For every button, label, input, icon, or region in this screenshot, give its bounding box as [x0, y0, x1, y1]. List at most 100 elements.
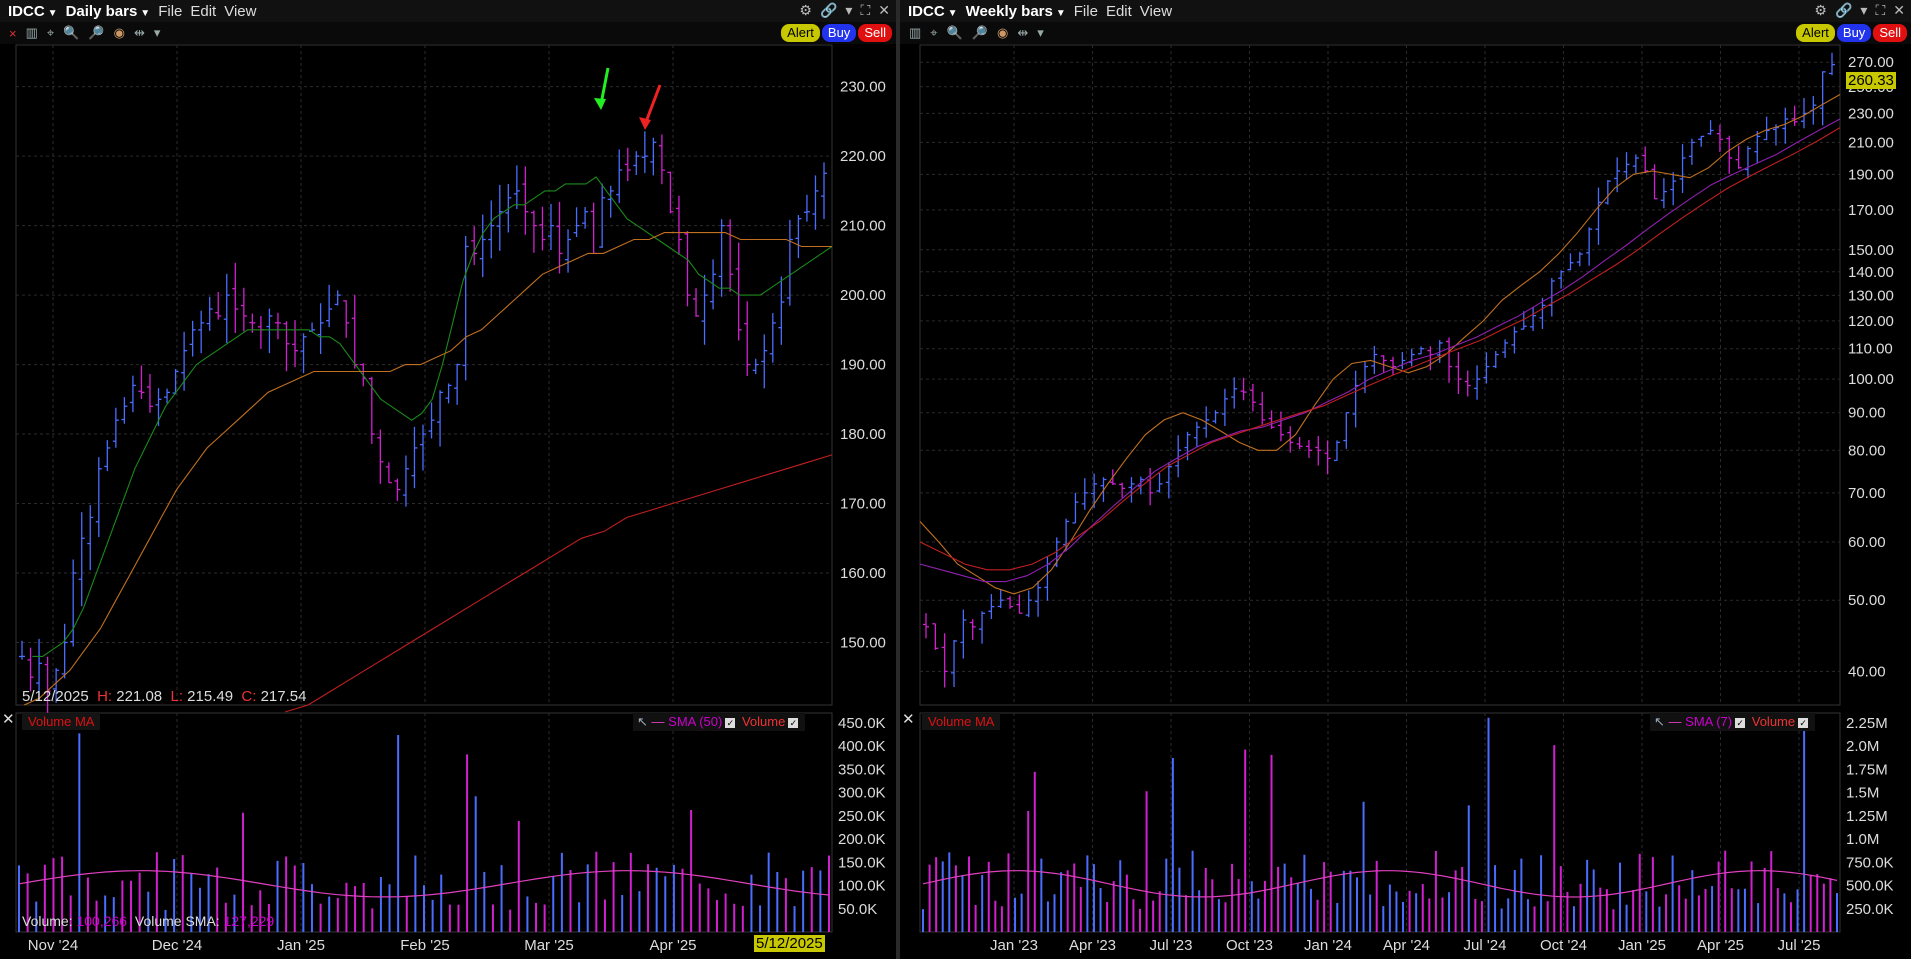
x-tick-label: Apr '25: [1697, 937, 1744, 954]
menu-file[interactable]: File: [1073, 2, 1098, 20]
y-tick-label: 140.00: [1848, 264, 1894, 281]
y-tick-label: 190.00: [840, 357, 886, 374]
alert-button[interactable]: Alert: [1796, 24, 1835, 42]
buy-button[interactable]: Buy: [821, 24, 857, 42]
x-tick-label: Apr '24: [1383, 937, 1430, 954]
volume-tick-label: 450.0K: [838, 715, 886, 732]
crosshair-icon[interactable]: ⌖: [46, 25, 55, 40]
globe-icon[interactable]: ◉: [113, 25, 125, 40]
daily-chart[interactable]: 150.00 160.00 170.00 180.00 190.00 200.00 210.…: [0, 0, 896, 959]
y-tick-label: 220.00: [840, 148, 886, 165]
alert-button[interactable]: Alert: [781, 24, 820, 42]
menu-edit[interactable]: Edit: [1105, 2, 1132, 20]
globe-icon[interactable]: ◉: [997, 25, 1009, 40]
ma-long-line: [919, 127, 1841, 571]
volume-readout: Volume: 100,266 Volume SMA: 127,229: [22, 913, 275, 929]
x-tick-label: Feb '25: [400, 937, 450, 954]
menu-edit[interactable]: Edit: [190, 2, 217, 20]
pointer-icon[interactable]: ↖: [637, 714, 648, 729]
x-tick-label: Dec '24: [152, 937, 202, 954]
more-icon[interactable]: ▾: [153, 25, 161, 40]
zoom-out-icon[interactable]: 🔎: [88, 25, 105, 40]
gear-icon[interactable]: ⚙: [799, 2, 812, 18]
volume-checkbox[interactable]: ✓: [1798, 718, 1809, 728]
daily-chart-panel: IDCC ▼ Daily bars ▼ File Edit View ⚙ 🔗 ▾ ⛶…: [0, 0, 896, 959]
close-icon[interactable]: ×: [9, 25, 17, 41]
volume-tick-label: 100.0K: [838, 878, 886, 895]
x-tick-label: Jan '25: [277, 937, 325, 954]
y-tick-label: 80.00: [1848, 442, 1886, 459]
close-icon[interactable]: ✕: [878, 2, 890, 18]
menu-view[interactable]: View: [1139, 2, 1173, 20]
y-tick-label: 170.00: [1848, 202, 1894, 219]
volume-tick-label: 1.75M: [1846, 761, 1888, 778]
volume-tick-label: 1.5M: [1846, 785, 1879, 802]
maximize-icon[interactable]: ⛶: [860, 2, 871, 18]
more-icon[interactable]: ▾: [1037, 25, 1044, 40]
y-tick-label: 90.00: [1848, 405, 1886, 422]
symbol-selector[interactable]: IDCC ▼: [908, 2, 958, 20]
x-tick-label: Jan '23: [990, 937, 1038, 954]
volume-tick-label: 2.0M: [1846, 738, 1879, 755]
ohlc-readout: 5/12/2025 H: 221.08 L: 215.49 C: 217.54: [22, 688, 307, 705]
chart-toolbar: × ▥ ⌖ 🔍 🔎 ◉ ⇹ ▾: [0, 22, 896, 44]
symbol-selector[interactable]: IDCC ▼: [8, 2, 58, 20]
volume-tick-label: 250.0K: [1846, 901, 1894, 918]
y-tick-label: 120.00: [1848, 313, 1894, 330]
volume-panel-title: Volume MA: [22, 713, 101, 730]
sma-checkbox[interactable]: ✓: [725, 718, 736, 728]
zoom-in-icon[interactable]: 🔍: [946, 25, 963, 40]
bar-chart-icon[interactable]: ▥: [909, 25, 922, 40]
panel-divider[interactable]: [896, 0, 900, 959]
gear-icon[interactable]: ⚙: [1814, 2, 1827, 18]
weekly-chart[interactable]: 40.00 50.00 60.00 70.00 80.00 90.00 100.00 110.…: [900, 0, 1911, 959]
y-tick-label: 180.00: [840, 426, 886, 443]
sell-button[interactable]: Sell: [1873, 24, 1907, 42]
buy-button[interactable]: Buy: [1836, 24, 1872, 42]
link-icon[interactable]: 🔗: [1834, 2, 1853, 18]
bar-chart-icon[interactable]: ▥: [25, 25, 38, 40]
maximize-icon[interactable]: ⛶: [1875, 2, 1886, 18]
y-tick-label: 210.00: [840, 218, 886, 235]
x-tick-label: Jul '25: [1778, 937, 1821, 954]
volume-sma-line: [922, 870, 1838, 898]
ma-long-line: [285, 454, 833, 713]
sma-checkbox[interactable]: ✓: [1735, 718, 1746, 728]
period-selector[interactable]: Daily bars ▼: [65, 2, 151, 20]
y-tick-label: 190.00: [1848, 166, 1894, 183]
scale-icon[interactable]: ⇹: [133, 25, 145, 40]
link-icon[interactable]: 🔗: [819, 2, 838, 18]
volume-tick-label: 2.25M: [1846, 715, 1888, 732]
zoom-in-icon[interactable]: 🔍: [63, 25, 80, 40]
y-tick-label: 60.00: [1848, 534, 1886, 551]
ma-mid-line: [23, 232, 832, 706]
dropdown-icon[interactable]: ▾: [845, 2, 853, 18]
pointer-icon[interactable]: ↖: [1654, 714, 1665, 729]
menu-view[interactable]: View: [224, 2, 257, 20]
y-tick-label: 150.00: [840, 634, 886, 651]
scale-icon[interactable]: ⇹: [1017, 25, 1029, 40]
menubar: IDCC ▼ Weekly bars ▼ File Edit View ⚙ 🔗 ▾ …: [900, 0, 1911, 22]
crosshair-icon[interactable]: ⌖: [930, 25, 938, 40]
volume-panel-title: Volume MA: [922, 713, 1001, 730]
close-icon[interactable]: ✕: [1893, 2, 1905, 18]
x-tick-label: Apr '25: [649, 937, 696, 954]
volume-tick-label: 500.0K: [1846, 878, 1894, 895]
close-volume-panel-icon[interactable]: ✕: [902, 711, 915, 728]
volume-tick-label: 200.0K: [838, 831, 886, 848]
x-tick-label: Jan '24: [1304, 937, 1352, 954]
dropdown-icon[interactable]: ▾: [1860, 2, 1868, 18]
y-tick-label: 160.00: [840, 565, 886, 582]
volume-tick-label: 150.0K: [838, 854, 886, 871]
volume-tick-label: 350.0K: [838, 761, 886, 778]
volume-tick-label: 50.0K: [838, 901, 877, 918]
zoom-out-icon[interactable]: 🔎: [971, 25, 988, 40]
volume-checkbox[interactable]: ✓: [788, 718, 799, 728]
red-arrow-shaft: [644, 84, 662, 123]
period-selector[interactable]: Weekly bars ▼: [965, 2, 1066, 20]
menu-file[interactable]: File: [158, 2, 183, 20]
sell-button[interactable]: Sell: [858, 24, 892, 42]
y-tick-label: 70.00: [1848, 485, 1886, 502]
y-tick-label: 100.00: [1848, 371, 1894, 388]
close-volume-panel-icon[interactable]: ✕: [2, 711, 15, 728]
